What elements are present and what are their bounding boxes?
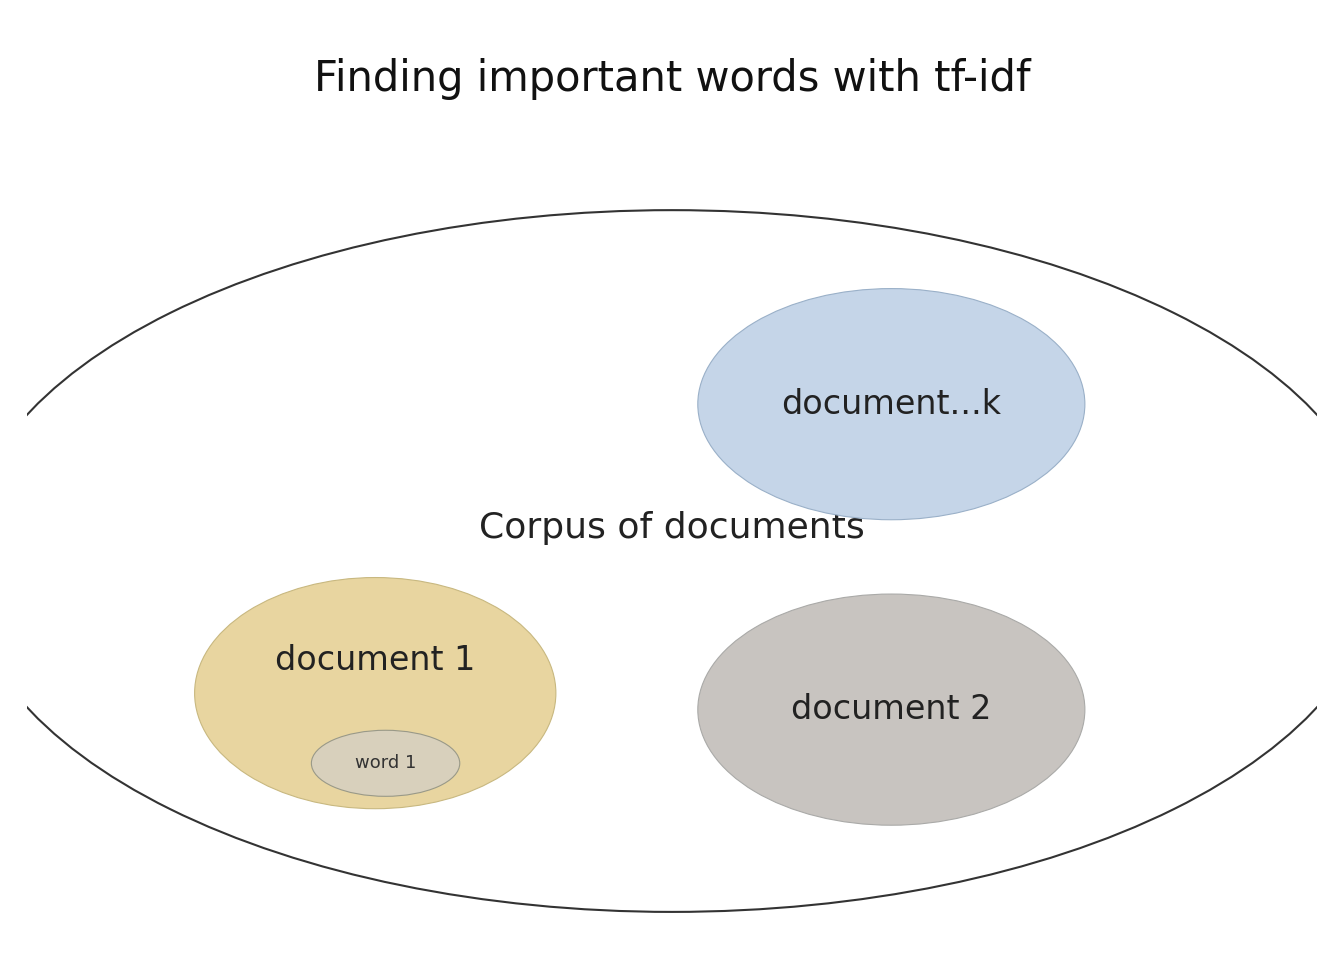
Text: document...k: document...k [781,388,1001,420]
Text: Finding important words with tf-idf: Finding important words with tf-idf [313,58,1031,100]
Text: Corpus of documents: Corpus of documents [478,511,866,545]
Text: document 2: document 2 [792,693,992,726]
Text: word 1: word 1 [355,755,417,772]
Ellipse shape [195,578,556,808]
Ellipse shape [698,594,1085,826]
Ellipse shape [0,210,1344,912]
Ellipse shape [698,289,1085,519]
Text: document 1: document 1 [276,643,476,677]
Ellipse shape [312,731,460,797]
